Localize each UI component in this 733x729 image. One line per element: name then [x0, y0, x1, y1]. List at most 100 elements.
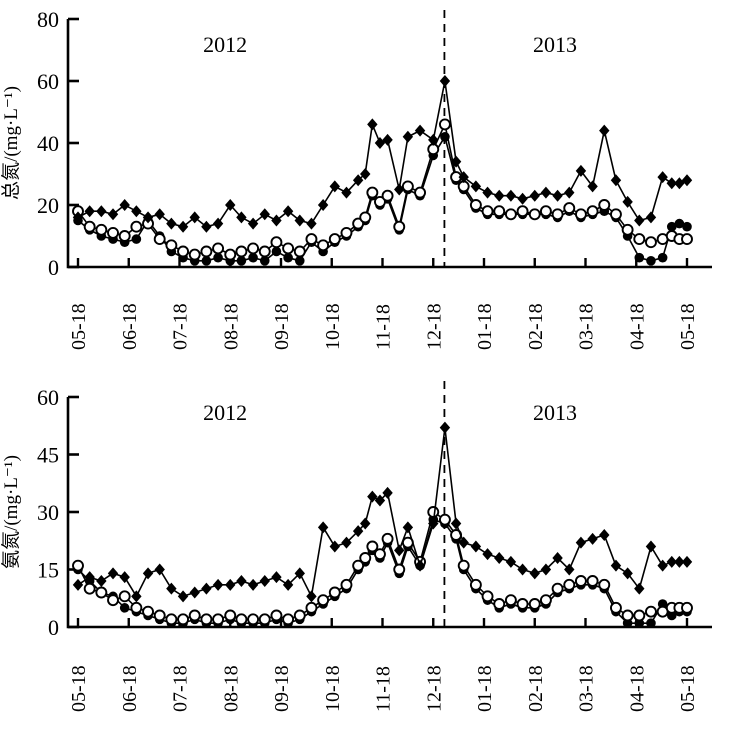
open-circle-marker	[258, 245, 271, 258]
x-axis: 05-18 06-18 07-18 08-18 09-18 10-18 11-18 12-18…	[68, 258, 699, 350]
open-circle-marker	[493, 598, 506, 610]
filled-diamond-marker	[329, 180, 340, 193]
open-circle-marker	[621, 609, 634, 622]
open-circle-marker	[469, 199, 482, 211]
x-tick-label: 04-18	[626, 665, 648, 712]
open-circle-marker	[551, 582, 564, 595]
filled-diamond-marker	[259, 575, 270, 587]
filled-diamond-marker	[470, 180, 482, 193]
open-circle-marker	[305, 601, 318, 614]
filled-diamond-marker	[394, 183, 405, 196]
x-tick-label: 09-18	[271, 665, 293, 712]
filled-diamond-marker	[119, 199, 130, 211]
open-circle-marker	[586, 575, 599, 587]
open-circle-marker	[107, 594, 119, 607]
filled-diamond-marker	[552, 552, 563, 564]
year-annotation: 2013	[533, 32, 577, 57]
open-circle-marker	[235, 245, 248, 258]
filled-diamond-marker	[317, 199, 329, 211]
filled-diamond-marker	[414, 559, 426, 572]
open-circle-marker	[427, 506, 440, 518]
filled-diamond-marker	[236, 575, 247, 587]
axis-spines	[66, 397, 712, 629]
filled-diamond-marker	[131, 590, 142, 603]
open-circle-marker	[528, 598, 541, 610]
filled-diamond-marker	[201, 220, 212, 233]
open-circle-marker	[359, 211, 372, 224]
filled-diamond-marker	[382, 133, 393, 146]
filled-circle-marker	[236, 255, 247, 266]
filled-diamond-marker	[107, 567, 119, 580]
filled-diamond-marker	[482, 548, 493, 561]
filled-diamond-marker	[610, 174, 622, 187]
x-axis: 05-18 06-18 07-18 08-18 09-18 10-18 11-18 12-18…	[68, 618, 699, 712]
filled-diamond-marker	[382, 486, 393, 499]
open-circle-marker	[563, 202, 576, 215]
open-circle-marker	[224, 248, 237, 261]
filled-diamond-marker	[666, 555, 677, 568]
filled-diamond-series	[72, 421, 693, 603]
filled-diamond-marker	[154, 563, 165, 576]
open-circle-marker	[381, 532, 394, 545]
filled-diamond-marker	[564, 186, 575, 199]
filled-diamond-marker	[494, 189, 505, 202]
open-circle-marker	[504, 208, 517, 221]
open-circle-marker	[539, 594, 552, 607]
filled-diamond-marker	[225, 578, 236, 591]
filled-diamond-marker	[428, 517, 439, 530]
filled-circle-marker	[271, 246, 282, 257]
filled-diamond-marker	[552, 189, 563, 202]
filled-diamond-marker	[96, 575, 107, 587]
filled-diamond-marker	[282, 205, 294, 218]
filled-diamond-series-line	[77, 427, 687, 599]
open-circle-marker	[177, 613, 190, 626]
filled-diamond-marker	[177, 220, 189, 233]
x-tick-label: 04-18	[626, 303, 648, 350]
open-circle-marker	[374, 548, 386, 561]
open-circle-marker	[610, 601, 622, 614]
filled-diamond-marker	[107, 208, 119, 221]
open-circle-marker	[153, 609, 166, 622]
open-circle-marker	[469, 578, 482, 591]
x-tick-label: 03-18	[576, 665, 598, 712]
open-circle-marker	[224, 609, 237, 622]
y-tick-label: 45	[37, 443, 59, 468]
open-circle-marker	[177, 245, 190, 258]
filled-diamond-marker	[84, 571, 95, 584]
open-circle-marker	[481, 590, 494, 603]
open-circle-marker	[165, 239, 178, 252]
y-axis: 0 15 30 45 60	[37, 385, 79, 640]
y-tick-label: 30	[37, 500, 59, 525]
filled-diamond-marker	[166, 582, 177, 595]
filled-diamond-marker	[329, 540, 340, 553]
filled-circle-marker	[674, 218, 685, 229]
filled-diamond-marker	[657, 559, 668, 572]
open-circle-marker	[188, 248, 201, 261]
filled-diamond-marker	[367, 118, 378, 131]
filled-circle-series-line	[77, 518, 687, 625]
filled-diamond-marker	[247, 578, 259, 591]
filled-diamond-marker	[634, 582, 645, 595]
x-tick-label: 02-18	[525, 665, 547, 712]
year-annotation: 2012	[203, 32, 247, 57]
filled-diamond-marker	[201, 582, 212, 595]
filled-diamond-marker	[341, 536, 352, 549]
open-circle-marker	[516, 205, 529, 218]
filled-circle-marker	[248, 252, 258, 263]
year-annotation: 2012	[203, 400, 247, 425]
open-circle-marker	[598, 578, 611, 591]
y-tick-label: 20	[37, 193, 59, 218]
open-circle-marker	[574, 208, 587, 221]
filled-diamond-marker	[294, 567, 305, 580]
open-circle-marker	[681, 233, 693, 246]
x-tick-label: 06-18	[119, 665, 141, 712]
open-circle-marker	[563, 578, 576, 591]
open-circle-marker	[352, 559, 365, 572]
open-circle-marker	[610, 208, 622, 221]
y-tick-label: 0	[48, 255, 59, 280]
open-circle-marker	[633, 233, 646, 246]
open-circle-marker	[153, 233, 166, 246]
open-circle-marker	[235, 613, 248, 626]
filled-diamond-marker	[681, 174, 693, 187]
open-circle-marker	[393, 220, 406, 233]
